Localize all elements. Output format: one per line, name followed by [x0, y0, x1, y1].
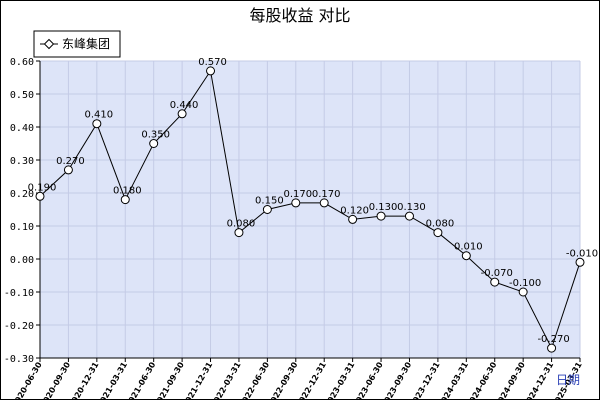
data-label: -0.100: [509, 278, 541, 289]
data-point: [461, 251, 471, 261]
data-point: [234, 228, 244, 238]
data-label: 0.270: [56, 156, 85, 167]
data-label: 0.190: [28, 182, 57, 193]
data-label: 0.350: [141, 130, 170, 141]
x-tick-label: 2024-06-30: [465, 360, 499, 400]
data-point: [348, 214, 358, 224]
data-point: [575, 257, 585, 267]
data-point: [63, 165, 73, 175]
data-point: [177, 109, 187, 119]
data-label: 0.080: [227, 219, 256, 230]
x-tick-label: 2024-12-31: [522, 360, 556, 400]
x-tick-label: 2020-06-30: [10, 360, 44, 400]
data-label: 0.410: [85, 110, 114, 121]
data-label: 0.130: [369, 202, 398, 213]
x-tick-label: 2024-03-31: [437, 360, 471, 400]
y-tick-label: -0.10: [4, 288, 34, 299]
data-point: [35, 191, 45, 201]
data-label: 0.150: [255, 196, 284, 207]
x-tick-label: 2023-03-31: [323, 360, 357, 400]
data-point: [376, 211, 386, 221]
data-point: [291, 198, 301, 208]
data-point: [120, 195, 130, 205]
data-label: 0.080: [426, 219, 455, 230]
x-tick-label: 2021-03-31: [96, 360, 130, 400]
chart-title: 每股收益 对比: [249, 6, 350, 25]
data-point: [404, 211, 414, 221]
data-label: -0.010: [566, 248, 598, 259]
data-label: 0.120: [340, 205, 369, 216]
data-label: -0.070: [481, 268, 513, 279]
y-tick-label: 0.30: [10, 156, 34, 167]
legend-entry: 东峰集团: [62, 36, 110, 51]
x-tick-label: 2022-06-30: [238, 360, 272, 400]
data-point: [149, 139, 159, 148]
y-tick-label: 0.50: [10, 90, 34, 101]
data-point: [433, 228, 443, 238]
y-tick-label: 0.40: [10, 123, 34, 134]
x-tick-label: 2022-09-30: [266, 360, 300, 400]
x-tick-label: 2023-06-30: [351, 360, 385, 400]
data-point: [262, 205, 272, 214]
y-tick-label: 0.20: [10, 189, 34, 200]
y-tick-label: 0.00: [10, 255, 34, 266]
x-tick-label: 2023-12-31: [408, 360, 442, 400]
x-tick-label: 2020-12-31: [67, 360, 101, 400]
data-label: -0.270: [537, 334, 569, 345]
legend: 东峰集团: [33, 30, 121, 58]
legend-diamond-icon: [43, 38, 55, 50]
x-tick-label: 2021-06-30: [124, 360, 158, 400]
y-tick-label: -0.30: [4, 354, 34, 365]
x-tick-label: 2024-09-30: [494, 360, 528, 400]
x-tick-label: 2022-12-31: [295, 360, 329, 400]
plot-area: 0.60 0.50 0.40 0.30 0.20 0.10 0.00 -0.10 -0.20 -0…: [4, 57, 598, 400]
plot-background: [40, 61, 580, 358]
data-label: 0.570: [198, 57, 227, 68]
series-line: [39, 69, 581, 350]
data-point: [490, 277, 500, 287]
data-point: [319, 198, 329, 208]
data-label: 0.170: [283, 189, 312, 200]
data-point: [547, 343, 557, 353]
y-tick-label: -0.20: [4, 321, 34, 332]
x-tick-label: 2023-09-30: [380, 360, 414, 400]
data-label: 0.130: [397, 202, 426, 213]
data-point: [206, 66, 216, 76]
data-label: 0.010: [454, 242, 483, 253]
y-tick-label: 0.10: [10, 222, 34, 233]
data-label: 0.440: [170, 100, 199, 111]
x-tick-label: 2021-12-31: [181, 360, 215, 400]
y-tick-label: 0.60: [10, 57, 34, 68]
data-label: 0.170: [312, 189, 341, 200]
x-tick-label: 2022-03-31: [209, 360, 243, 400]
data-label: 0.180: [113, 186, 142, 197]
x-tick-label: 2021-09-30: [152, 360, 186, 400]
x-tick-label: 2020-09-30: [39, 360, 73, 400]
data-point: [518, 287, 528, 297]
data-point: [92, 119, 102, 129]
x-axis-label: 日期: [556, 373, 580, 387]
